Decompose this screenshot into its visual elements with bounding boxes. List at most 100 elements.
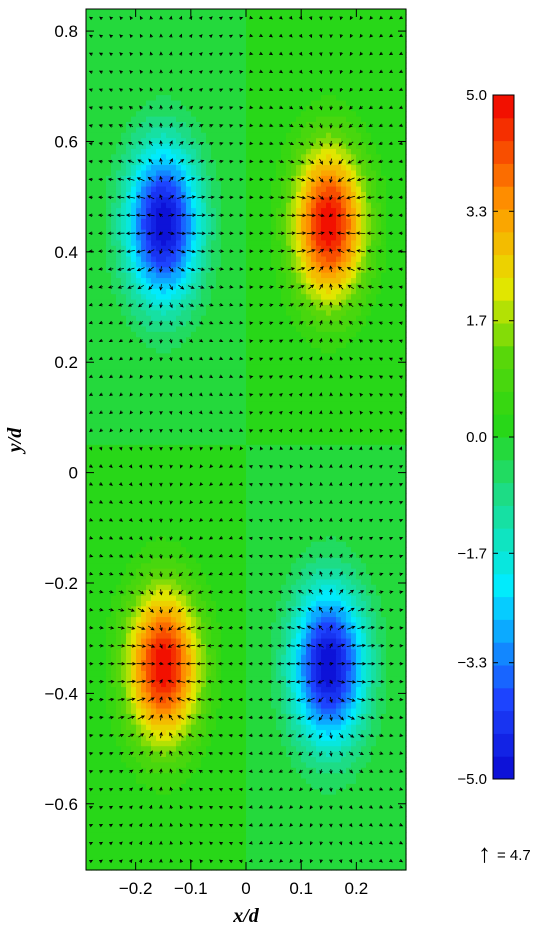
heatmap-cell: [136, 138, 142, 145]
heatmap-cell: [136, 380, 142, 387]
heatmap-cell: [301, 132, 307, 139]
heatmap-cell: [96, 100, 102, 107]
heatmap-cell: [366, 154, 372, 161]
heatmap-cell: [216, 272, 222, 279]
heatmap-cell: [306, 30, 312, 37]
heatmap-cell: [241, 251, 247, 258]
heatmap-cell: [311, 57, 317, 64]
heatmap-cell: [231, 186, 237, 193]
heatmap-cell: [106, 111, 112, 118]
heatmap-cell: [331, 116, 337, 123]
heatmap-cell: [176, 294, 182, 301]
heatmap-cell: [371, 62, 377, 69]
heatmap-cell: [231, 396, 237, 403]
heatmap-cell: [306, 41, 312, 48]
heatmap-cell: [311, 267, 317, 274]
heatmap-cell: [296, 240, 302, 247]
heatmap-cell: [336, 224, 342, 231]
heatmap-cell: [186, 321, 192, 328]
heatmap-cell: [351, 326, 357, 333]
heatmap-cell: [371, 127, 377, 134]
heatmap-cell: [306, 261, 312, 268]
heatmap-cell: [391, 245, 397, 252]
heatmap-cell: [291, 396, 297, 403]
heatmap-cell: [361, 122, 367, 128]
heatmap-cell: [181, 62, 187, 69]
heatmap-cell: [266, 267, 272, 274]
heatmap-cell: [151, 294, 157, 301]
heatmap-cell: [146, 213, 152, 220]
heatmap-cell: [196, 35, 202, 42]
heatmap-cell: [361, 235, 367, 241]
heatmap-cell: [106, 116, 112, 123]
heatmap-cell: [376, 197, 382, 204]
heatmap-cell: [381, 73, 387, 80]
heatmap-cell: [341, 132, 347, 139]
heatmap-cell: [286, 251, 292, 258]
heatmap-cell: [291, 35, 297, 42]
heatmap-cell: [181, 256, 187, 263]
heatmap-cell: [251, 412, 257, 419]
heatmap-cell: [206, 159, 212, 166]
heatmap-cell: [291, 30, 297, 37]
heatmap-cell: [101, 348, 107, 354]
heatmap-cell: [261, 175, 267, 182]
heatmap-cell: [211, 95, 217, 102]
heatmap-cell: [211, 337, 217, 344]
heatmap-cell: [231, 148, 237, 155]
heatmap-cell: [271, 73, 277, 80]
heatmap-cell: [141, 374, 147, 381]
heatmap-cell: [386, 165, 392, 172]
heatmap-cell: [141, 154, 147, 161]
heatmap-cell: [266, 138, 272, 145]
heatmap-cell: [146, 73, 152, 80]
heatmap-cell: [346, 374, 352, 381]
heatmap-cell: [386, 143, 392, 150]
heatmap-cell: [96, 385, 102, 392]
heatmap-cell: [231, 175, 237, 182]
heatmap-cell: [281, 57, 287, 64]
heatmap-cell: [151, 122, 157, 128]
heatmap-cell: [116, 396, 122, 403]
heatmap-cell: [141, 251, 147, 258]
heatmap-cell: [206, 299, 212, 306]
heatmap-cell: [201, 181, 207, 188]
heatmap-cell: [196, 331, 202, 338]
heatmap-cell: [271, 369, 277, 376]
heatmap-cell: [386, 95, 392, 102]
heatmap-cell: [156, 62, 162, 69]
heatmap-cell: [241, 380, 247, 387]
heatmap-cell: [136, 337, 142, 344]
heatmap-cell: [216, 412, 222, 419]
heatmap-cell: [91, 19, 97, 26]
heatmap-cell: [86, 315, 92, 322]
heatmap-cell: [336, 84, 342, 91]
heatmap-cell: [396, 181, 402, 188]
heatmap-cell: [216, 401, 222, 408]
heatmap-cell: [86, 46, 92, 53]
heatmap-cell: [101, 391, 107, 398]
heatmap-cell: [106, 288, 112, 295]
heatmap-cell: [246, 127, 252, 134]
heatmap-cell: [116, 213, 122, 220]
heatmap-cell: [351, 369, 357, 376]
heatmap-cell: [261, 84, 267, 91]
heatmap-cell: [331, 256, 337, 263]
heatmap-cell: [326, 143, 332, 150]
heatmap-cell: [386, 138, 392, 145]
heatmap-cell: [126, 122, 132, 128]
heatmap-cell: [176, 9, 182, 15]
heatmap-cell: [286, 385, 292, 392]
heatmap-cell: [396, 68, 402, 75]
heatmap-cell: [191, 111, 197, 118]
heatmap-cell: [321, 294, 327, 301]
heatmap-cell: [396, 342, 402, 349]
heatmap-cell: [286, 165, 292, 172]
heatmap-cell: [101, 235, 107, 241]
heatmap-cell: [141, 256, 147, 263]
heatmap-cell: [146, 224, 152, 231]
heatmap-cell: [256, 62, 262, 69]
heatmap-cell: [91, 218, 97, 225]
heatmap-cell: [321, 251, 327, 258]
heatmap-cell: [116, 62, 122, 69]
